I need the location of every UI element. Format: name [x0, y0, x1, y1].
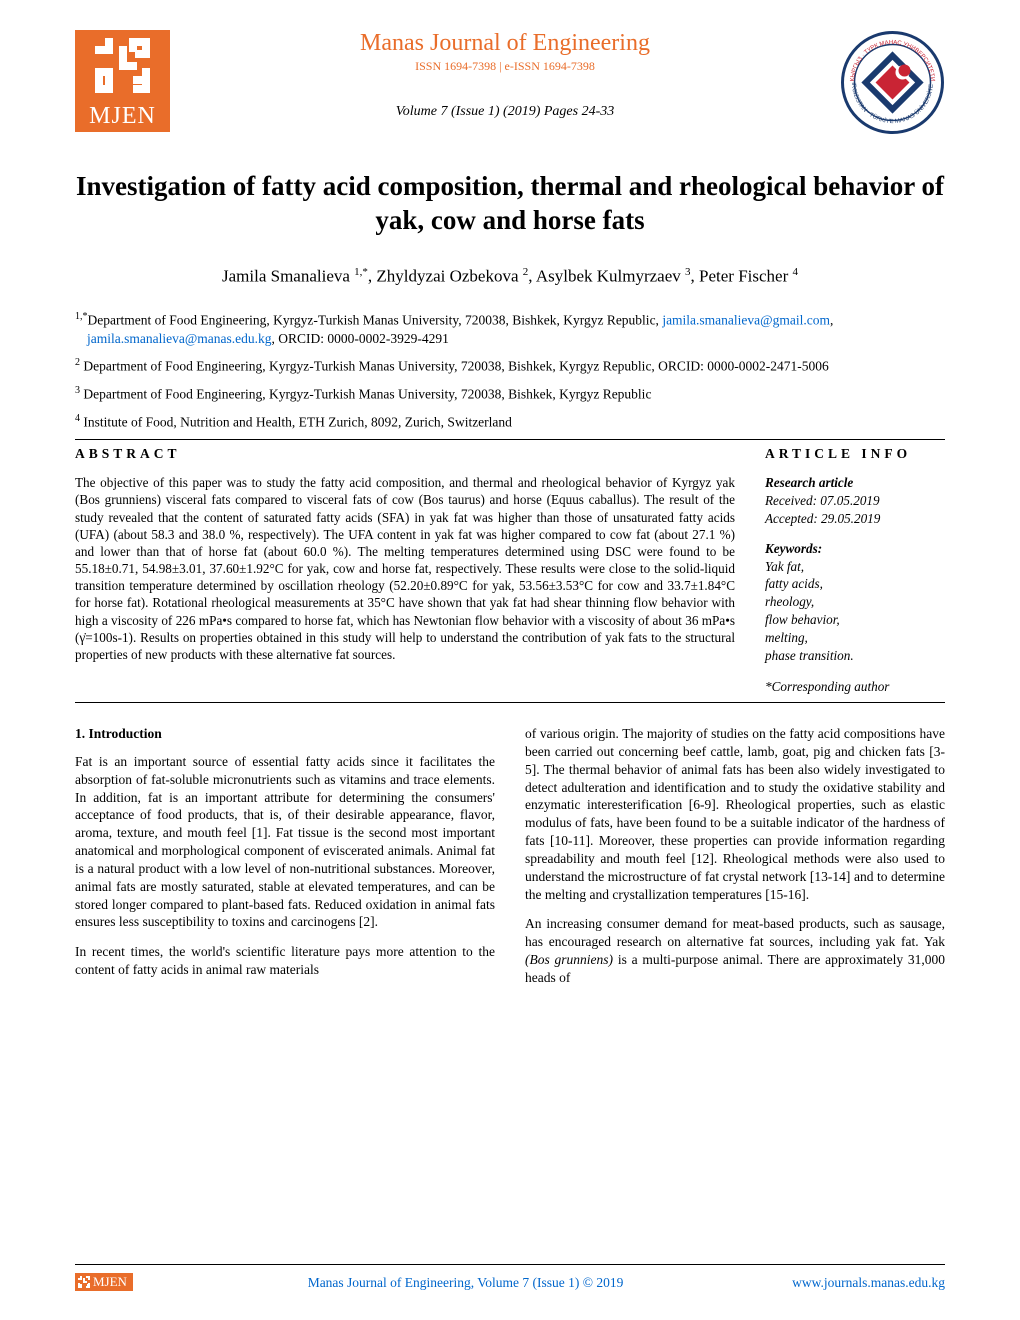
aff3-text: Department of Food Engineering, Kyrgyz-T… — [80, 386, 651, 401]
article-info-label: ARTICLE INFO — [765, 446, 945, 462]
mjen-logo: MJEN — [75, 30, 170, 132]
keyword-5: melting, — [765, 629, 945, 647]
issn-line: ISSN 1694-7398 | e-ISSN 1694-7398 — [190, 59, 820, 74]
divider-top — [75, 439, 945, 440]
abstract-text: The objective of this paper was to study… — [75, 474, 735, 663]
affiliation-2: 2 Department of Food Engineering, Kyrgyz… — [75, 356, 945, 376]
keyword-2: fatty acids, — [765, 575, 945, 593]
author-3: , Asylbek Kulmyrzaev — [528, 266, 685, 285]
accepted-date: Accepted: 29.05.2019 — [765, 510, 945, 528]
authors: Jamila Smanalieva 1,*, Zhyldyzai Ozbekov… — [75, 266, 945, 287]
footer-divider — [75, 1264, 945, 1265]
article-type: Research article — [765, 474, 945, 492]
article-info-body: Research article Received: 07.05.2019 Ac… — [765, 474, 945, 696]
p4a: An increasing consumer demand for meat-b… — [525, 916, 945, 949]
footer-left: MJEN — [75, 1273, 139, 1292]
footer-logo: MJEN — [75, 1273, 133, 1291]
abstract-section: ABSTRACT The objective of this paper was… — [75, 446, 945, 696]
affiliations: 1,*Department of Food Engineering, Kyrgy… — [75, 310, 945, 431]
footer-center: Manas Journal of Engineering, Volume 7 (… — [308, 1275, 624, 1291]
intro-para-4: An increasing consumer demand for meat-b… — [525, 915, 945, 986]
volume-line: Volume 7 (Issue 1) (2019) Pages 24-33 — [190, 104, 820, 120]
author-2: , Zhyldyzai Ozbekova — [368, 266, 523, 285]
author-4-sup: 4 — [793, 266, 799, 278]
article-title: Investigation of fatty acid composition,… — [75, 170, 945, 238]
author-1: Jamila Smanalieva — [222, 266, 354, 285]
divider-bottom — [75, 702, 945, 703]
intro-heading: 1. Introduction — [75, 725, 495, 743]
intro-para-2: In recent times, the world's scientific … — [75, 943, 495, 979]
aff1-text-a: Department of Food Engineering, Kyrgyz-T… — [88, 313, 663, 328]
header-center: Manas Journal of Engineering ISSN 1694-7… — [170, 30, 840, 120]
affiliation-3: 3 Department of Food Engineering, Kyrgyz… — [75, 384, 945, 404]
aff1-sup: 1,* — [75, 311, 88, 322]
corresponding-author: *Corresponding author — [765, 678, 945, 696]
keyword-6: phase transition. — [765, 647, 945, 665]
footer-logo-text: MJEN — [93, 1274, 127, 1290]
p4-italic: (Bos grunniens) — [525, 952, 613, 967]
author-1-sup: 1,* — [354, 266, 368, 278]
body-column-left: 1. Introduction Fat is an important sour… — [75, 725, 495, 998]
keywords-label: Keywords: — [765, 540, 945, 558]
aff1-sep: , — [830, 313, 833, 328]
intro-para-1: Fat is an important source of essential … — [75, 753, 495, 931]
footer-line: MJEN Manas Journal of Engineering, Volum… — [75, 1273, 945, 1292]
article-info-column: ARTICLE INFO Research article Received: … — [765, 446, 945, 696]
header: MJEN Manas Journal of Engineering ISSN 1… — [75, 30, 945, 135]
author-4: , Peter Fischer — [691, 266, 793, 285]
aff1-email2[interactable]: jamila.smanalieva@manas.edu.kg — [87, 331, 272, 346]
footer: MJEN Manas Journal of Engineering, Volum… — [75, 1264, 945, 1292]
aff1-text-b: , ORCID: 0000-0002-3929-4291 — [272, 331, 449, 346]
aff1-email1[interactable]: jamila.smanalieva@gmail.com — [662, 313, 830, 328]
aff4-text: Institute of Food, Nutrition and Health,… — [80, 414, 512, 429]
mjen-logo-text: MJEN — [75, 100, 170, 132]
affiliation-4: 4 Institute of Food, Nutrition and Healt… — [75, 412, 945, 432]
aff2-text: Department of Food Engineering, Kyrgyz-T… — [80, 359, 829, 374]
received-date: Received: 07.05.2019 — [765, 492, 945, 510]
body-column-right: of various origin. The majority of studi… — [525, 725, 945, 998]
journal-name: Manas Journal of Engineering — [190, 30, 820, 57]
abstract-label: ABSTRACT — [75, 446, 735, 462]
footer-link[interactable]: www.journals.manas.edu.kg — [792, 1275, 945, 1291]
affiliation-1: 1,*Department of Food Engineering, Kyrgy… — [75, 310, 945, 348]
body-columns: 1. Introduction Fat is an important sour… — [75, 725, 945, 998]
keyword-3: rheology, — [765, 593, 945, 611]
keyword-1: Yak fat, — [765, 558, 945, 576]
abstract-column: ABSTRACT The objective of this paper was… — [75, 446, 735, 696]
intro-para-3: of various origin. The majority of studi… — [525, 725, 945, 903]
keyword-4: flow behavior, — [765, 611, 945, 629]
university-seal: КЫРГЫЗ · ТҮРК МАНАС УНИВЕРСИТЕТИ KIRGIZI… — [840, 30, 945, 135]
mjen-logo-glyph — [75, 30, 170, 100]
